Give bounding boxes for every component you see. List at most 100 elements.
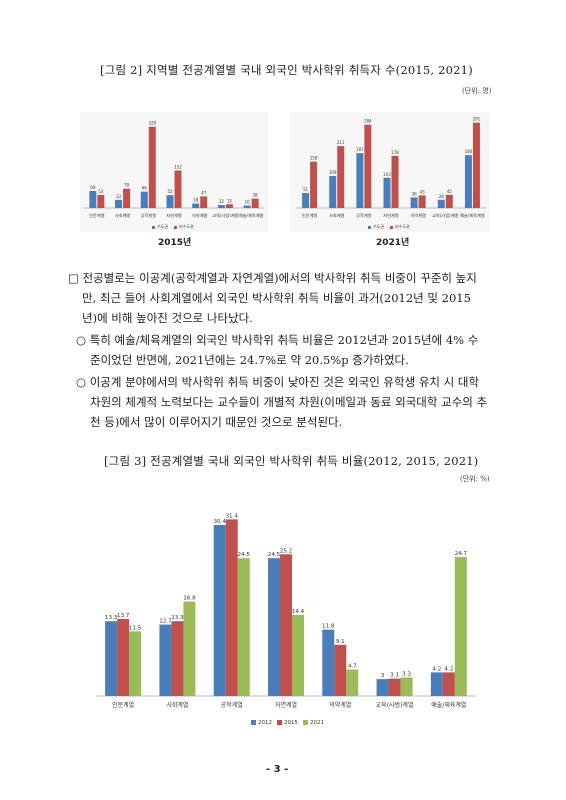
data-label: 69 bbox=[90, 185, 96, 190]
data-label: 187 bbox=[356, 147, 364, 152]
bar-2021-2 bbox=[237, 558, 250, 696]
data-label: 25.2 bbox=[280, 548, 292, 554]
data-label: 109 bbox=[329, 170, 337, 175]
category-label: 예술/체육계열 bbox=[239, 212, 264, 219]
bar-비수도권-5 bbox=[445, 194, 453, 208]
legend-label: 2021 bbox=[310, 720, 324, 726]
data-label: 178 bbox=[391, 150, 399, 155]
bar-비수도권-0 bbox=[310, 161, 318, 208]
category-label: 공학계열 bbox=[141, 212, 157, 219]
bar-2015-2 bbox=[225, 519, 238, 696]
paragraph-bullet2: ○ 특히 예술/체육계열의 외국인 박사학위 취득 비율은 2012년과 201… bbox=[76, 330, 478, 370]
category-label: 사회계열 bbox=[166, 701, 188, 709]
bar-2012-0 bbox=[105, 621, 118, 696]
category-label: 의약계열 bbox=[329, 701, 351, 709]
bar-2015-6 bbox=[442, 672, 455, 696]
bar-2012-3 bbox=[268, 558, 280, 696]
data-label: 211 bbox=[337, 140, 345, 145]
bullet2-line1: ○ 특히 예술/체육계열의 외국인 박사학위 취득 비율은 2012년과 201… bbox=[76, 333, 479, 347]
legend-label: 비수도권 bbox=[179, 223, 194, 229]
legend-label: 수도권 bbox=[157, 223, 168, 229]
category-label: 의약계열 bbox=[410, 212, 426, 219]
data-label: 24.5 bbox=[237, 552, 250, 558]
bar-2012-6 bbox=[430, 672, 443, 696]
category-label: 자연계열 bbox=[383, 212, 399, 219]
data-label: 291 bbox=[473, 117, 481, 122]
bar-2021-3 bbox=[292, 615, 304, 696]
data-label: 33 bbox=[116, 194, 122, 199]
legend-swatch bbox=[174, 226, 177, 229]
paragraph-bullet3: ○ 이공계 분야에서의 박사학위 취득 비중이 낮아진 것은 외국인 유학생 유… bbox=[76, 372, 487, 432]
category-label: 의약계열 bbox=[192, 212, 208, 219]
data-label: 12.7 bbox=[159, 619, 172, 625]
data-label: 3.3 bbox=[402, 671, 411, 677]
data-label: 36 bbox=[412, 191, 418, 196]
legend-swatch bbox=[152, 226, 155, 229]
data-label: 152 bbox=[174, 164, 182, 169]
data-label: 4.2 bbox=[432, 666, 441, 672]
bar-비수도권-1 bbox=[123, 188, 131, 208]
data-label: 16.8 bbox=[183, 596, 196, 602]
data-label: 12 bbox=[219, 199, 225, 204]
data-label: 4.7 bbox=[348, 664, 357, 670]
bar-수도권-0 bbox=[302, 193, 310, 208]
category-label: 교육(사범)계열 bbox=[432, 212, 459, 219]
bullet2-line2: 준이었던 반면에, 2021년에는 24.7%로 약 20.5%p 증가하였다. bbox=[90, 353, 409, 367]
data-label: 18 bbox=[193, 198, 199, 203]
figure3-unit: (단위: %) bbox=[460, 475, 490, 483]
bar-2021-6 bbox=[454, 557, 467, 696]
data-label: 13.3 bbox=[171, 615, 184, 621]
bar-비수도권-4 bbox=[418, 195, 426, 208]
bar-수도권-4 bbox=[192, 203, 200, 208]
bar-비수도권-1 bbox=[337, 146, 345, 208]
data-label: 9.1 bbox=[336, 639, 345, 645]
bar-2015-5 bbox=[388, 678, 401, 696]
bar-수도권-1 bbox=[115, 199, 123, 208]
data-label: 47 bbox=[201, 190, 207, 195]
chart-2021-title: 2021년 bbox=[376, 238, 410, 248]
data-label: 10 bbox=[245, 200, 251, 205]
data-label: 158 bbox=[310, 156, 318, 161]
bar-비수도권-2 bbox=[148, 126, 156, 208]
bar-수도권-0 bbox=[89, 190, 97, 208]
data-label: 180 bbox=[465, 149, 473, 154]
chart-2015-title: 2015년 bbox=[158, 238, 192, 248]
data-label: 13.7 bbox=[117, 613, 130, 619]
bar-비수도권-5 bbox=[225, 204, 233, 208]
bar-2012-2 bbox=[213, 525, 226, 696]
figure3-caption: [그림 3] 전공계열별 국내 외국인 박사학위 취득 비율(2012, 201… bbox=[104, 454, 479, 468]
category-label: 예술/체육계열 bbox=[460, 212, 485, 219]
category-label: 사회계열 bbox=[115, 212, 131, 219]
data-label: 3 bbox=[381, 673, 385, 679]
legend-swatch bbox=[390, 226, 393, 229]
chart-2021: 51 158 인문계열 109 211 사회계열 187 284 공학계열 103 178 자연계열 3… bbox=[290, 112, 490, 232]
data-label: 15 bbox=[227, 198, 233, 203]
bar-수도권-6 bbox=[464, 155, 472, 208]
legend-label: 2012 bbox=[258, 720, 272, 726]
data-label: 43 bbox=[420, 189, 426, 194]
bar-비수도권-6 bbox=[472, 122, 480, 208]
bar-수도권-2 bbox=[356, 153, 364, 208]
category-label: 자연계열 bbox=[166, 212, 182, 219]
data-label: 4.2 bbox=[444, 666, 453, 672]
bar-2021-0 bbox=[129, 631, 142, 696]
bar-수도권-5 bbox=[437, 199, 445, 208]
category-label: 교육(사범)계열 bbox=[376, 701, 414, 709]
bar-비수도권-3 bbox=[174, 170, 182, 208]
legend-label: 2015 bbox=[284, 720, 298, 726]
bar-비수도권-4 bbox=[200, 196, 208, 208]
bar-2012-4 bbox=[322, 629, 335, 696]
data-label: 66 bbox=[142, 186, 148, 191]
category-label: 인문계열 bbox=[302, 212, 318, 219]
bar-2021-1 bbox=[183, 601, 196, 696]
data-label: 103 bbox=[383, 172, 391, 177]
legend-swatch bbox=[303, 720, 308, 725]
bar-2012-1 bbox=[159, 624, 172, 696]
data-label: 30.4 bbox=[213, 519, 226, 525]
legend-swatch bbox=[368, 226, 371, 229]
data-label: 78 bbox=[124, 183, 130, 188]
chart-major-ratio: 13.3 13.711.5인문계열12.713.316.8사회계열30.431.4… bbox=[96, 513, 476, 726]
bar-2015-3 bbox=[280, 554, 292, 696]
data-label: 53 bbox=[98, 189, 104, 194]
